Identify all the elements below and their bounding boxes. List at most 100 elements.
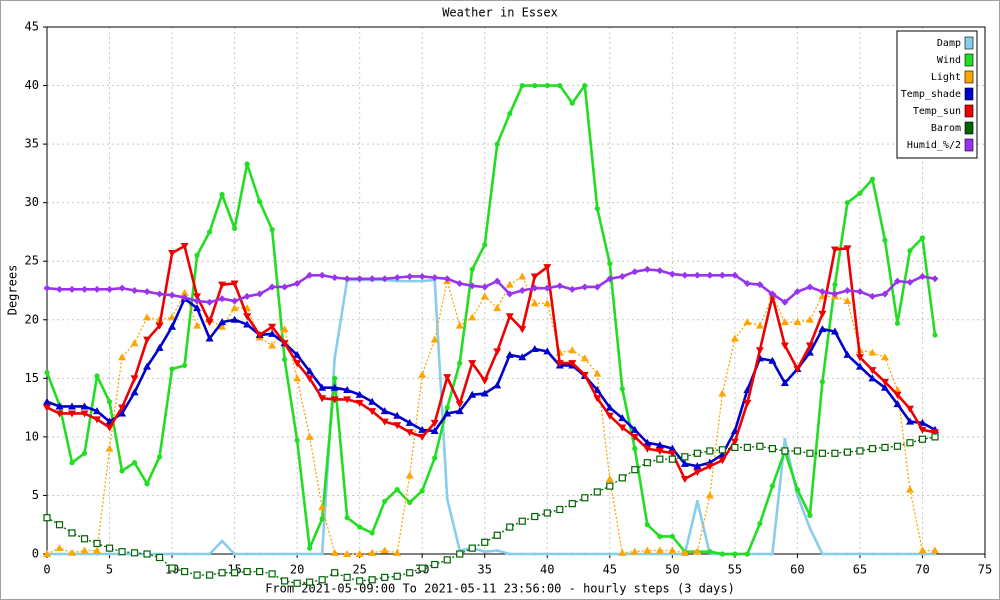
point (405, 429, 414, 437)
point (419, 488, 425, 494)
point (756, 442, 764, 450)
point (783, 437, 787, 441)
point (43, 397, 51, 405)
point (643, 265, 651, 273)
point (293, 374, 302, 382)
point (756, 281, 764, 289)
point (481, 538, 489, 546)
point (543, 264, 552, 272)
point (583, 552, 587, 556)
point (457, 360, 463, 366)
point (506, 523, 514, 531)
point (793, 288, 801, 296)
legend-label: Barom (931, 123, 961, 134)
point (407, 499, 413, 506)
point (305, 375, 314, 383)
point (55, 544, 64, 552)
legend-swatch (964, 70, 974, 84)
point (880, 378, 889, 386)
point (108, 552, 112, 556)
x-tick-label: 45 (603, 563, 617, 577)
point (393, 572, 401, 580)
point (381, 275, 389, 283)
point (881, 443, 889, 452)
point (305, 432, 314, 440)
legend-label: Wind (937, 55, 961, 66)
point (643, 445, 652, 453)
point (118, 284, 126, 292)
point (843, 297, 852, 305)
point (731, 443, 739, 452)
point (43, 284, 51, 292)
point (881, 290, 889, 298)
point (481, 283, 489, 291)
point (58, 552, 62, 556)
point (318, 395, 327, 403)
point (668, 546, 677, 554)
legend-swatch (964, 53, 974, 67)
point (170, 552, 174, 556)
point (118, 404, 127, 412)
y-tick-label: 15 (25, 371, 39, 385)
point (443, 374, 452, 382)
point (181, 362, 188, 369)
point (443, 409, 452, 417)
point (55, 402, 64, 410)
point (318, 576, 326, 584)
point (769, 483, 775, 489)
point (607, 260, 613, 267)
point (143, 550, 151, 558)
point (280, 340, 289, 348)
point (655, 546, 664, 554)
y-tick-label: 25 (25, 254, 39, 268)
point (918, 272, 926, 280)
point (256, 567, 264, 576)
point (530, 345, 539, 353)
point (755, 321, 764, 329)
point (305, 367, 314, 375)
point (505, 350, 514, 358)
point (793, 365, 802, 373)
point (668, 450, 677, 458)
point (369, 530, 375, 536)
point (43, 514, 51, 522)
point (707, 549, 713, 555)
point (294, 437, 300, 444)
point (243, 567, 251, 576)
point (394, 486, 400, 493)
point (843, 448, 852, 456)
point (931, 275, 939, 283)
point (368, 408, 377, 416)
point (780, 379, 789, 387)
point (618, 414, 627, 422)
point (705, 463, 714, 471)
point (680, 548, 689, 556)
point (431, 560, 439, 569)
point (768, 290, 776, 298)
point (494, 141, 500, 147)
point (193, 297, 201, 305)
point (282, 356, 288, 363)
point (580, 371, 589, 379)
point (518, 272, 527, 280)
point (218, 569, 226, 577)
point (706, 447, 714, 455)
point (270, 552, 274, 556)
point (805, 315, 814, 323)
point (530, 273, 539, 281)
point (868, 367, 877, 375)
x-tick-label: 35 (478, 563, 492, 577)
point (693, 547, 702, 555)
x-tick-label: 0 (43, 563, 50, 577)
point (619, 386, 625, 392)
point (770, 552, 774, 556)
point (870, 552, 874, 556)
point (780, 342, 789, 350)
point (643, 546, 652, 554)
point (643, 438, 652, 446)
point (468, 360, 477, 368)
point (205, 571, 214, 579)
point (543, 509, 551, 517)
point (208, 552, 212, 556)
legend-swatch (964, 87, 974, 101)
